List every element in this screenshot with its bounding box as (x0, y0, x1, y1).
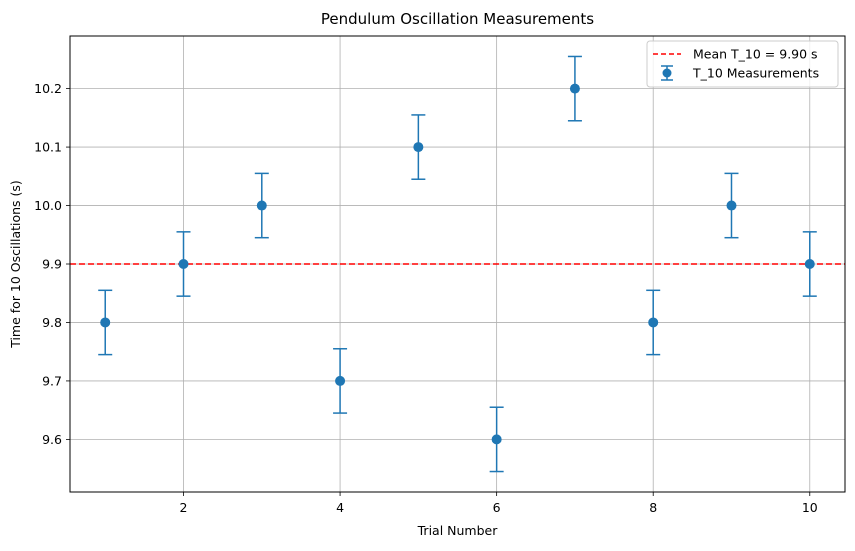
x-tick-label: 2 (180, 500, 188, 515)
data-point-group (489, 406, 504, 473)
y-tick-label: 9.7 (42, 373, 62, 388)
legend-mean-label: Mean T_10 = 9.90 s (693, 47, 818, 62)
x-tick-label: 4 (336, 500, 344, 515)
x-tick-label: 6 (493, 500, 501, 515)
data-point-group (411, 114, 426, 180)
data-point-marker (413, 142, 424, 153)
data-point-marker (256, 200, 267, 211)
legend-box (646, 40, 839, 88)
y-tick-label: 10.2 (34, 81, 62, 96)
data-point-marker (726, 200, 737, 211)
chart-title: Pendulum Oscillation Measurements (321, 10, 594, 28)
data-point-marker (335, 375, 346, 386)
data-point-group (254, 172, 269, 239)
x-axis-title: Trial Number (417, 523, 499, 538)
data-point-marker (100, 317, 111, 328)
legend-marker (662, 68, 672, 78)
legend: Mean T_10 = 9.90 s T_10 Measurements (646, 40, 839, 88)
data-layer (98, 55, 817, 473)
legend-series-label: T_10 Measurements (692, 66, 819, 81)
y-tick-label: 10.0 (34, 198, 62, 213)
data-point-marker (491, 434, 502, 445)
data-point-group (333, 348, 348, 414)
data-point-marker (804, 259, 815, 269)
data-point-group (176, 231, 191, 297)
x-tick-label: 8 (649, 500, 657, 515)
y-tick-label: 9.6 (42, 432, 62, 447)
data-point-group (646, 289, 661, 356)
data-point-group (98, 289, 113, 356)
legend-series-swatch (661, 65, 673, 81)
data-point-group (802, 231, 817, 297)
y-tick-label: 9.8 (42, 315, 62, 330)
data-point-marker (648, 317, 659, 328)
data-point-group (567, 55, 582, 122)
tick-layer: 2 4 6 8 10 9.6 9.7 9.8 9.9 10.0 10.1 10.2 (34, 81, 818, 515)
data-point-marker (569, 83, 580, 94)
y-tick-label: 9.9 (42, 257, 62, 272)
x-tick-label: 10 (802, 500, 818, 515)
data-point-marker (178, 259, 189, 269)
data-point-group (724, 172, 739, 239)
y-tick-label: 10.1 (34, 140, 62, 155)
y-axis-title: Time for 10 Oscillations (s) (8, 180, 23, 349)
